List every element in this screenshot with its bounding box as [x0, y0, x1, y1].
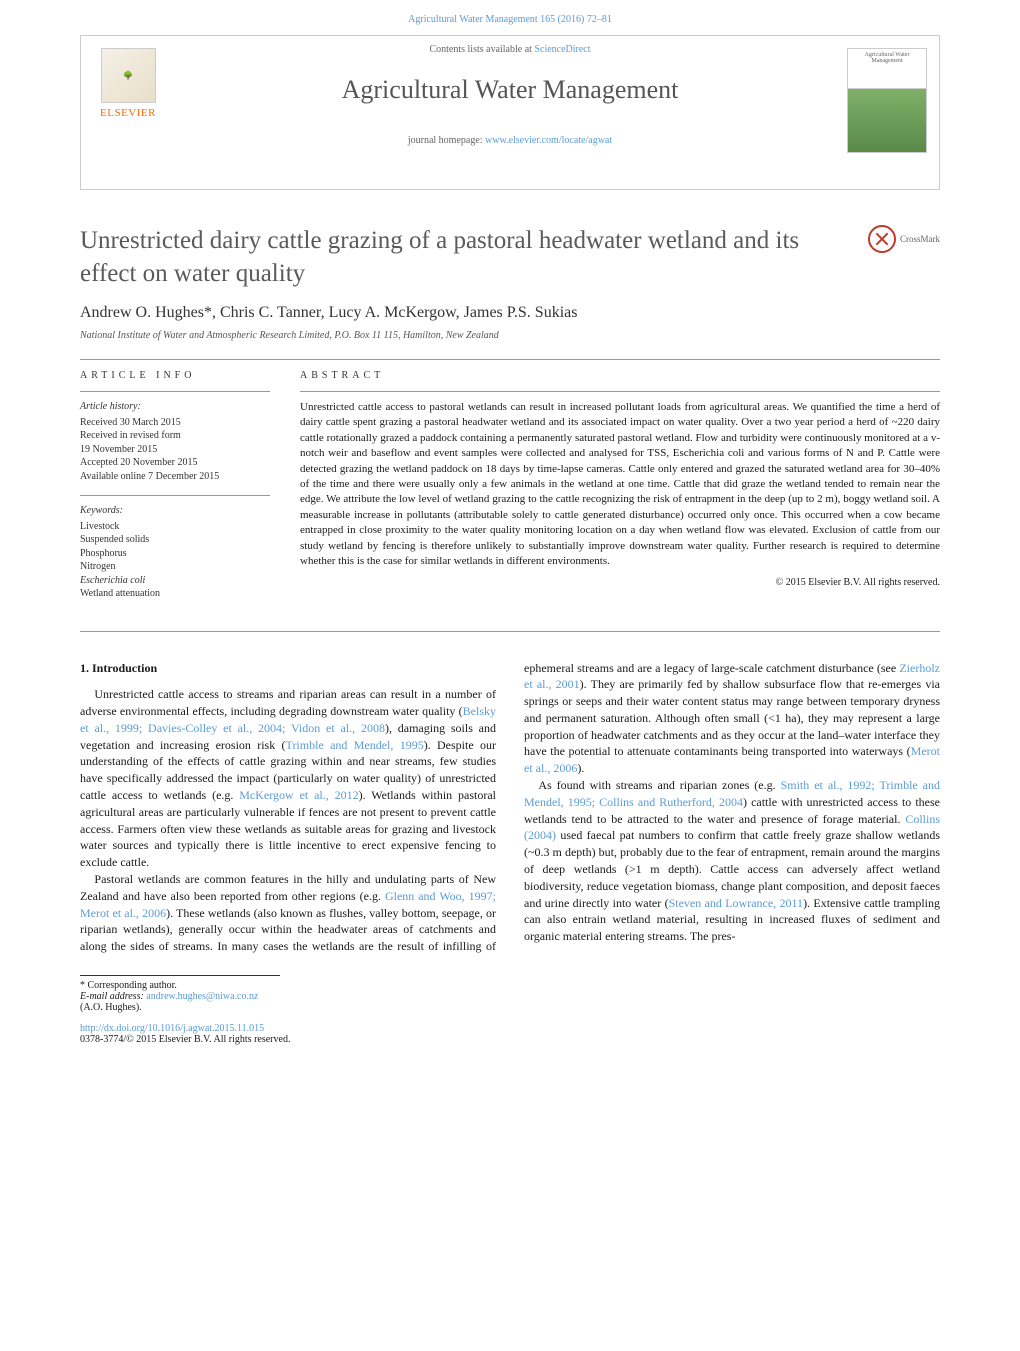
journal-header: 🌳 ELSEVIER Agricultural Water Management…: [80, 35, 940, 190]
homepage-label: journal homepage:: [408, 135, 483, 146]
corresponding-label: * Corresponding author.: [80, 980, 280, 991]
abstract-text: Unrestricted cattle access to pastoral w…: [300, 400, 940, 569]
contents-label: Contents lists available at: [429, 44, 531, 55]
divider-bottom: [80, 631, 940, 632]
history-line: Received in revised form: [80, 429, 270, 443]
keywords-block: Keywords: Livestock Suspended solids Pho…: [80, 504, 270, 601]
abstract-divider: [300, 391, 940, 392]
keyword: Wetland attenuation: [80, 587, 270, 601]
citation-link[interactable]: McKergow et al., 2012: [239, 788, 358, 802]
publisher-name: ELSEVIER: [93, 107, 163, 119]
keyword: Nitrogen: [80, 560, 270, 574]
keywords-label: Keywords:: [80, 504, 270, 518]
section-heading: 1. Introduction: [80, 660, 496, 677]
email-line: E-mail address: andrew.hughes@niwa.co.nz…: [80, 991, 280, 1013]
history-line: Available online 7 December 2015: [80, 470, 270, 484]
keyword: Suspended solids: [80, 533, 270, 547]
body-paragraph: As found with streams and riparian zones…: [524, 777, 940, 945]
history-label: Article history:: [80, 400, 270, 414]
abstract-column: ABSTRACT Unrestricted cattle access to p…: [300, 370, 940, 613]
contents-available-line: Contents lists available at ScienceDirec…: [81, 36, 939, 55]
article-info-column: ARTICLE INFO Article history: Received 3…: [80, 370, 270, 613]
crossmark-label: CrossMark: [900, 234, 940, 244]
crossmark-icon: [868, 225, 896, 253]
abstract-copyright: © 2015 Elsevier B.V. All rights reserved…: [300, 577, 940, 588]
abstract-heading: ABSTRACT: [300, 370, 940, 381]
divider-top: [80, 359, 940, 360]
article-history-block: Article history: Received 30 March 2015 …: [80, 400, 270, 483]
elsevier-tree-icon: 🌳: [101, 48, 156, 103]
crossmark-badge[interactable]: CrossMark: [868, 225, 940, 253]
authors-line: Andrew O. Hughes*, Chris C. Tanner, Lucy…: [80, 304, 940, 322]
article-info-heading: ARTICLE INFO: [80, 370, 270, 381]
cover-image-area: [848, 89, 926, 152]
affiliation-line: National Institute of Water and Atmosphe…: [80, 330, 940, 341]
author-email-link[interactable]: andrew.hughes@niwa.co.nz: [146, 991, 258, 1002]
citation-line: Agricultural Water Management 165 (2016)…: [0, 0, 1020, 35]
homepage-link[interactable]: www.elsevier.com/locate/agwat: [485, 135, 612, 146]
info-divider: [80, 495, 270, 496]
keyword: Escherichia coli: [80, 574, 270, 588]
citation-link[interactable]: Steven and Lowrance, 2011: [669, 896, 803, 910]
issn-copyright: 0378-3774/© 2015 Elsevier B.V. All right…: [80, 1034, 290, 1045]
doi-link[interactable]: http://dx.doi.org/10.1016/j.agwat.2015.1…: [80, 1023, 264, 1034]
keyword: Phosphorus: [80, 547, 270, 561]
journal-homepage-line: journal homepage: www.elsevier.com/locat…: [81, 135, 939, 146]
history-line: Accepted 20 November 2015: [80, 456, 270, 470]
sciencedirect-link[interactable]: ScienceDirect: [534, 44, 590, 55]
email-label: E-mail address:: [80, 991, 144, 1002]
history-line: 19 November 2015: [80, 443, 270, 457]
corresponding-author-footer: * Corresponding author. E-mail address: …: [80, 975, 280, 1013]
publisher-logo: 🌳 ELSEVIER: [93, 48, 163, 119]
info-divider: [80, 391, 270, 392]
cover-title-text: Agricultural Water Management: [848, 49, 926, 89]
article-body: 1. Introduction Unrestricted cattle acce…: [80, 660, 940, 956]
doi-footer: http://dx.doi.org/10.1016/j.agwat.2015.1…: [80, 1023, 940, 1045]
journal-name-heading: Agricultural Water Management: [81, 75, 939, 105]
journal-cover-thumbnail: Agricultural Water Management: [847, 48, 927, 153]
history-line: Received 30 March 2015: [80, 416, 270, 430]
citation-link[interactable]: Trimble and Mendel, 1995: [286, 738, 424, 752]
keyword: Livestock: [80, 520, 270, 534]
article-title: Unrestricted dairy cattle grazing of a p…: [80, 225, 840, 290]
email-attribution: (A.O. Hughes).: [80, 1002, 142, 1013]
body-paragraph: Unrestricted cattle access to streams an…: [80, 686, 496, 871]
